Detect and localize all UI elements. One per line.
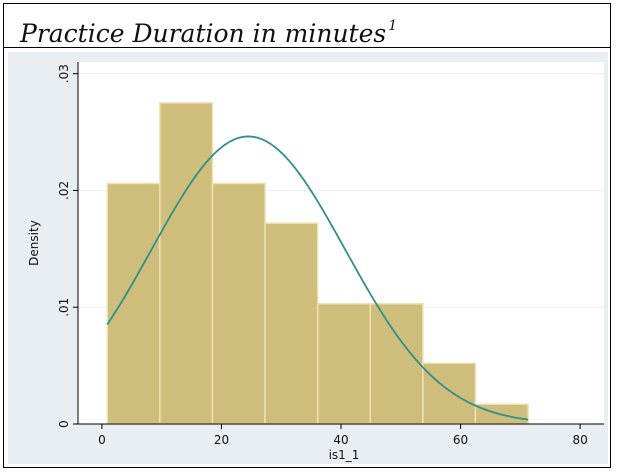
x-tick-label: 20 [214, 433, 229, 447]
histogram-bar [422, 362, 477, 425]
title-text: Practice Duration in minutes [20, 19, 387, 48]
x-tick-label: 0 [98, 433, 106, 447]
bars [106, 102, 529, 425]
histogram-bar [264, 222, 319, 425]
figure-title: Practice Duration in minutes 1 [4, 4, 610, 48]
y-axis-title: Density [27, 220, 41, 266]
x-axis-title: is1_1 [329, 448, 360, 462]
histogram-bar [159, 102, 214, 425]
y-tick-label: .03 [57, 64, 71, 83]
y-tick-label: .02 [57, 181, 71, 200]
x-tick-label: 40 [333, 433, 348, 447]
figure-frame: Practice Duration in minutes 1 0 .01 .02 .03… [3, 3, 611, 468]
title-footnote-mark: 1 [388, 18, 398, 34]
x-tick-label: 80 [572, 433, 587, 447]
x-ticks: 0 20 40 60 80 [98, 424, 588, 447]
histogram-bar [211, 182, 266, 425]
histogram-bar [316, 302, 372, 425]
y-ticks: 0 .01 .02 .03 [57, 64, 78, 428]
histogram-chart: 0 .01 .02 .03 0 20 40 60 80 is1_1 Density [8, 52, 608, 464]
y-tick-label: .01 [57, 298, 71, 317]
histogram-bar [106, 182, 161, 425]
x-tick-label: 60 [453, 433, 468, 447]
normal-density-curve [106, 135, 529, 421]
histogram-bar [369, 302, 424, 425]
y-tick-label: 0 [57, 420, 71, 428]
